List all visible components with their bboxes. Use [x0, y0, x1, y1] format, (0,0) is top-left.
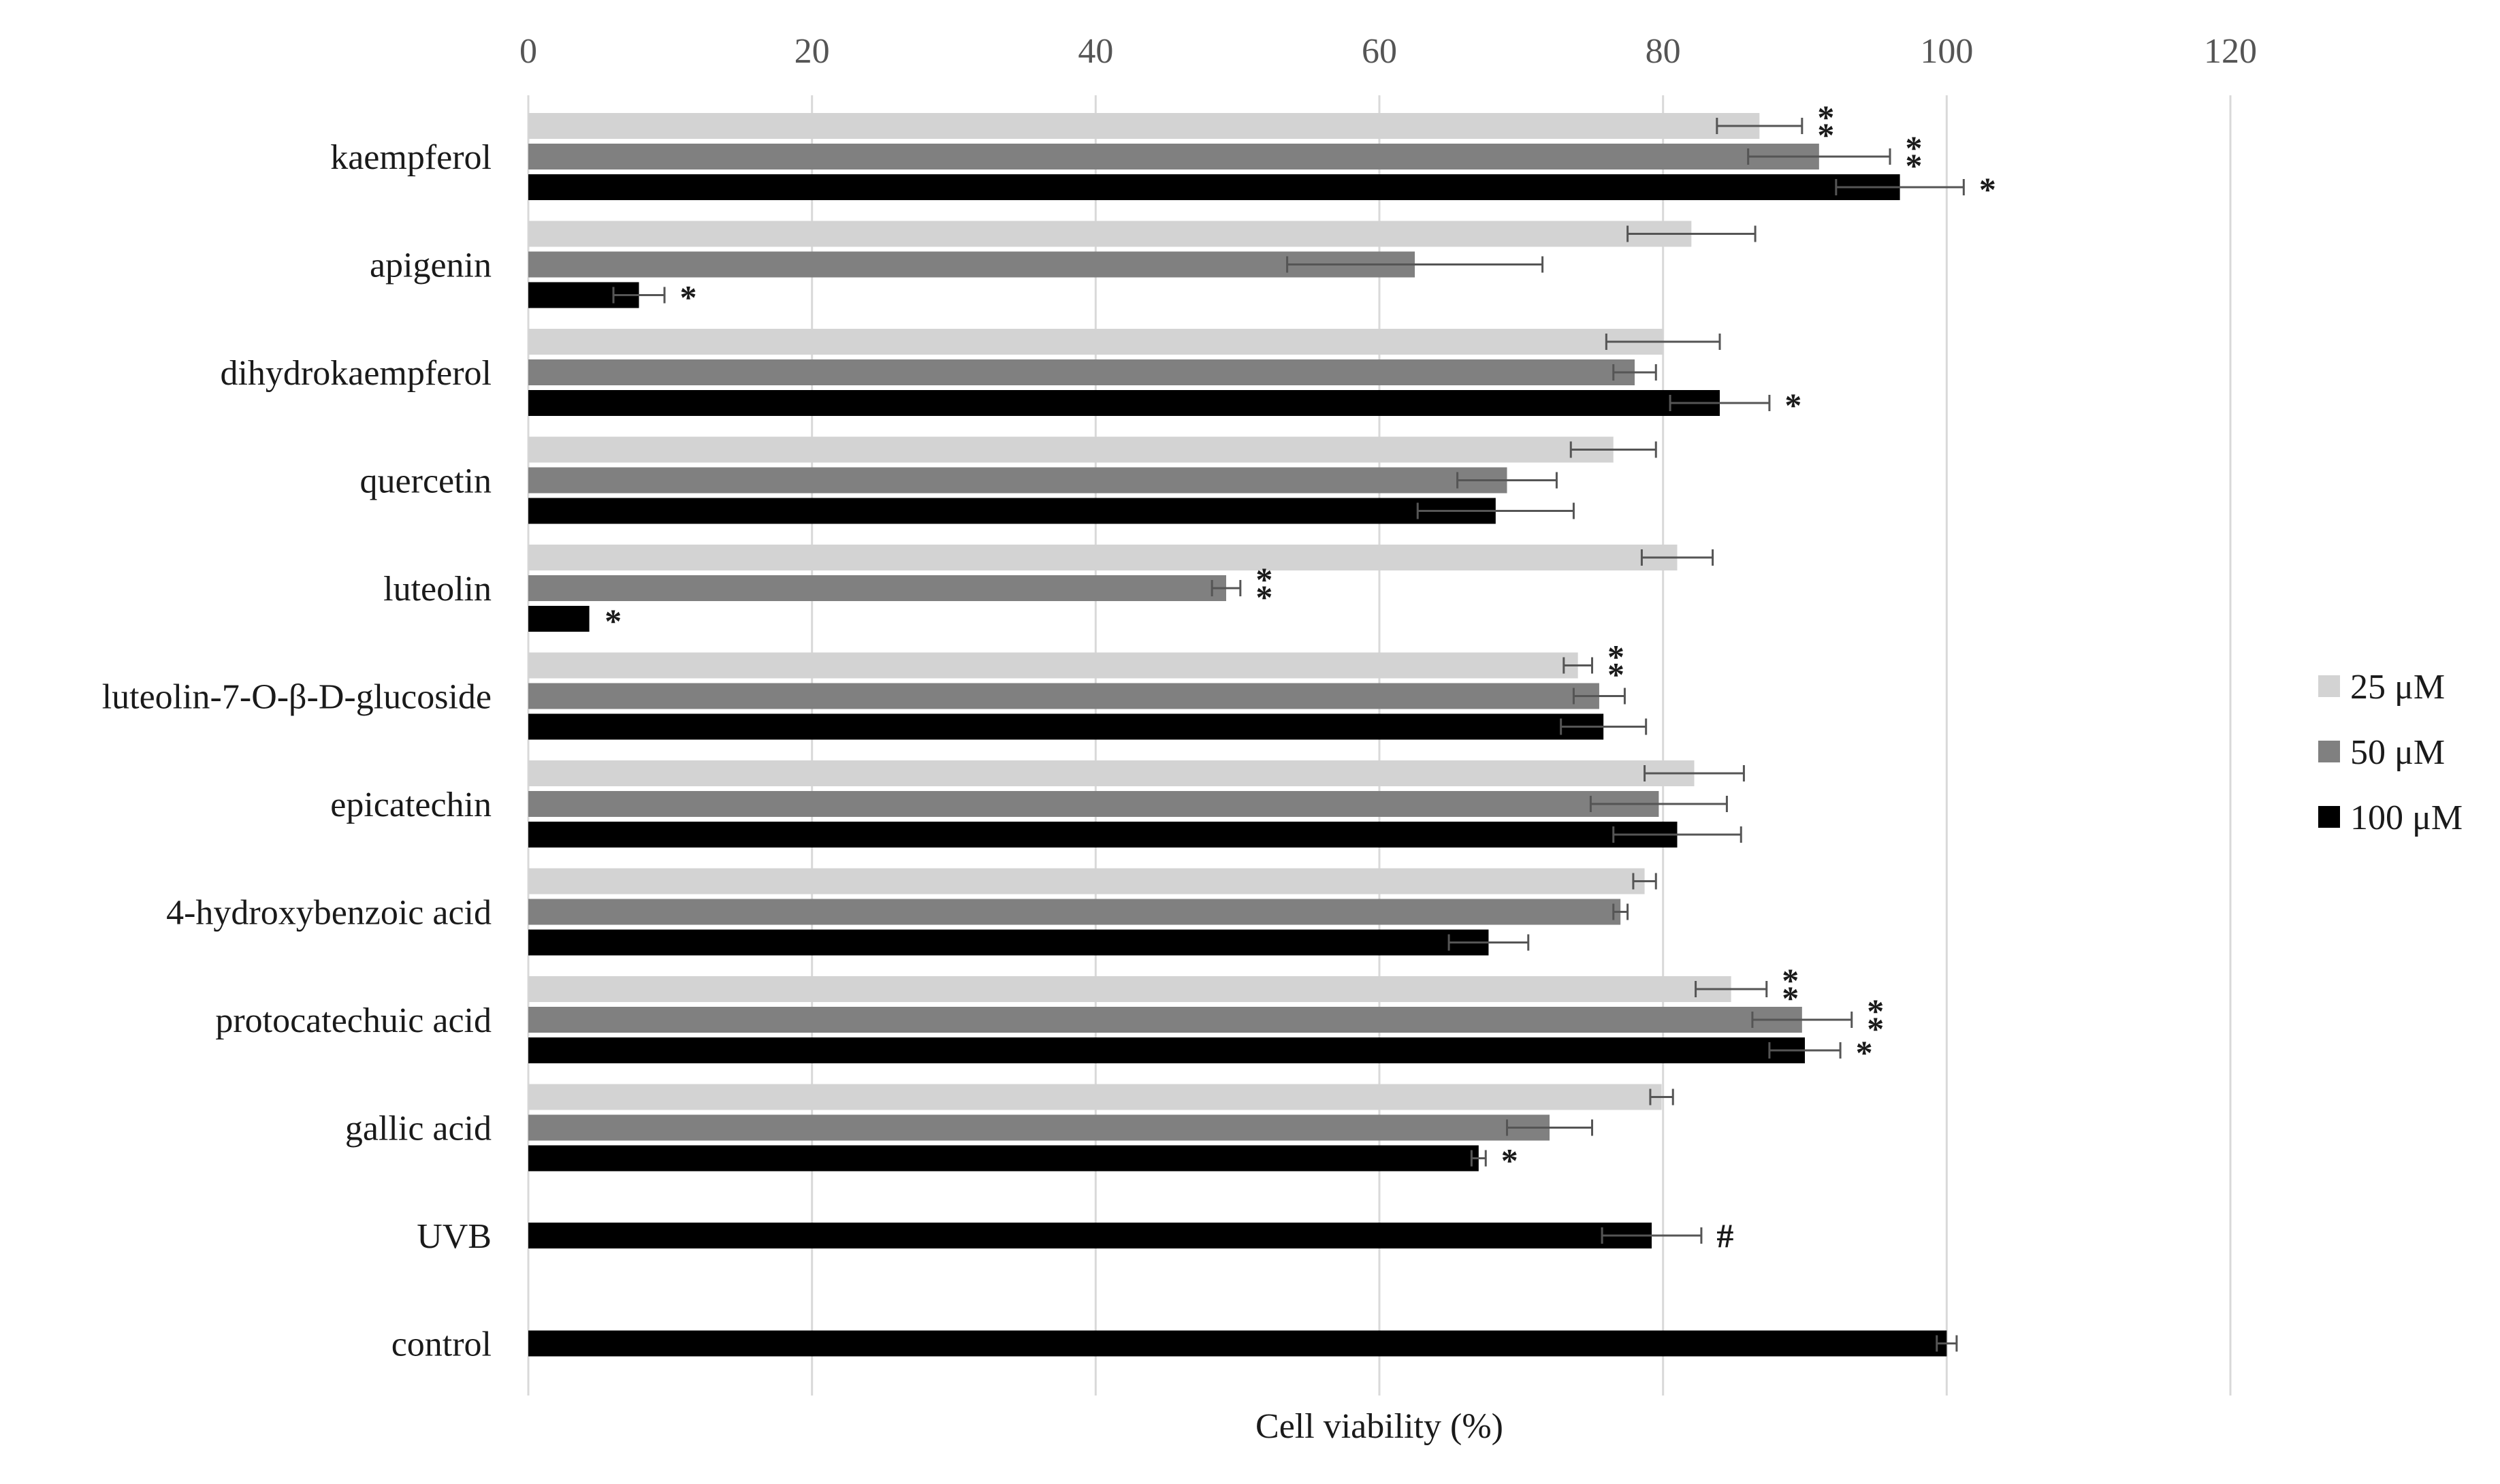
bar — [528, 1007, 1802, 1033]
bar-group: ** *** — [528, 961, 1884, 1071]
x-tick-label: 40 — [1078, 32, 1113, 71]
bar-group: *** — [528, 545, 1714, 640]
bar — [528, 1037, 1805, 1063]
significance-marker: * — [605, 602, 622, 640]
bar-group — [528, 868, 1657, 956]
significance-marker: * — [1867, 992, 1884, 1030]
bar — [528, 1223, 1652, 1248]
bar-group: * — [528, 221, 1757, 317]
bar — [528, 545, 1678, 570]
bar-group: # — [528, 1216, 1733, 1255]
category-label: apigenin — [370, 246, 492, 285]
bar — [528, 251, 1415, 278]
category-label: gallic acid — [345, 1110, 492, 1148]
bar — [528, 1145, 1479, 1172]
legend-swatch — [2318, 741, 2340, 762]
bar — [528, 436, 1614, 463]
bar — [528, 575, 1226, 601]
bar-group — [528, 760, 1745, 848]
bar — [528, 390, 1720, 416]
significance-marker: * — [1856, 1033, 1873, 1071]
category-label: 4-hydroxybenzoic acid — [166, 894, 492, 933]
grid-lines — [527, 95, 2232, 1396]
bar — [528, 1114, 1550, 1141]
category-label: protocatechuic acid — [215, 1001, 492, 1040]
x-tick-label: 120 — [2204, 32, 2257, 71]
significance-marker: * — [1979, 170, 1996, 208]
bar-group: ** *** — [528, 98, 1996, 208]
bar — [528, 1330, 1947, 1357]
bar-group: ** — [528, 638, 1648, 740]
significance-marker: # — [1716, 1216, 1733, 1255]
bar — [528, 606, 590, 632]
x-tick-labels: 0 20 40 60 80 100 120 — [519, 32, 2257, 71]
significance-marker: * — [1906, 146, 1923, 184]
significance-marker: * — [1906, 129, 1923, 167]
bar-group — [528, 436, 1657, 524]
category-labels: kaempferol apigenin dihydrokaempferol querc… — [102, 138, 492, 1364]
category-label: quercetin — [360, 462, 492, 501]
x-tick-label: 20 — [795, 32, 830, 71]
significance-marker: * — [1607, 656, 1624, 694]
legend-label: 50 μM — [2350, 733, 2445, 772]
bar — [528, 329, 1663, 355]
x-tick-label: 60 — [1362, 32, 1397, 71]
x-tick-label: 0 — [519, 32, 537, 71]
legend-swatch — [2318, 675, 2340, 697]
bar-group — [528, 1330, 1958, 1357]
legend: 25 μM 50 μM 100 μM — [2318, 668, 2463, 837]
significance-marker: * — [1817, 116, 1834, 154]
legend-label: 100 μM — [2350, 799, 2463, 837]
bar — [528, 221, 1692, 247]
bar — [528, 113, 1760, 139]
category-label: luteolin-7-O-β-D-glucoside — [102, 678, 492, 717]
bar — [528, 791, 1659, 817]
bar — [528, 976, 1731, 1002]
significance-marker: * — [1607, 638, 1624, 676]
legend-swatch — [2318, 806, 2340, 828]
bar — [528, 683, 1599, 709]
bar — [528, 1084, 1662, 1110]
bar — [528, 822, 1678, 848]
bar — [528, 498, 1496, 524]
bar — [528, 713, 1604, 740]
category-label: UVB — [417, 1217, 492, 1256]
category-label: kaempferol — [330, 138, 492, 177]
significance-marker: * — [1817, 98, 1834, 136]
x-tick-label: 100 — [1920, 32, 1973, 71]
category-label: control — [391, 1325, 492, 1364]
significance-marker: * — [1501, 1142, 1518, 1180]
bar — [528, 144, 1819, 170]
category-label: epicatechin — [330, 786, 492, 824]
x-axis-title: Cell viability (%) — [1255, 1407, 1503, 1446]
significance-marker: * — [1784, 386, 1801, 424]
significance-marker: * — [680, 278, 697, 317]
significance-marker: * — [1255, 578, 1272, 616]
bar — [528, 760, 1695, 786]
bar — [528, 174, 1900, 200]
significance-marker: * — [1867, 1010, 1884, 1048]
category-label: dihydrokaempferol — [220, 354, 492, 393]
x-tick-label: 80 — [1646, 32, 1681, 71]
bar-groups: ** ************ ****# — [528, 98, 1996, 1357]
bar — [528, 652, 1578, 679]
category-label: luteolin — [383, 570, 492, 609]
significance-marker: * — [1782, 961, 1799, 999]
significance-marker: * — [1255, 560, 1272, 598]
legend-label: 25 μM — [2350, 668, 2445, 707]
bar — [528, 467, 1507, 494]
bar-group: * — [528, 329, 1801, 424]
bar — [528, 929, 1489, 956]
bar — [528, 359, 1635, 385]
bar-group: * — [528, 1084, 1674, 1180]
bar — [528, 899, 1621, 925]
bar — [528, 868, 1645, 894]
